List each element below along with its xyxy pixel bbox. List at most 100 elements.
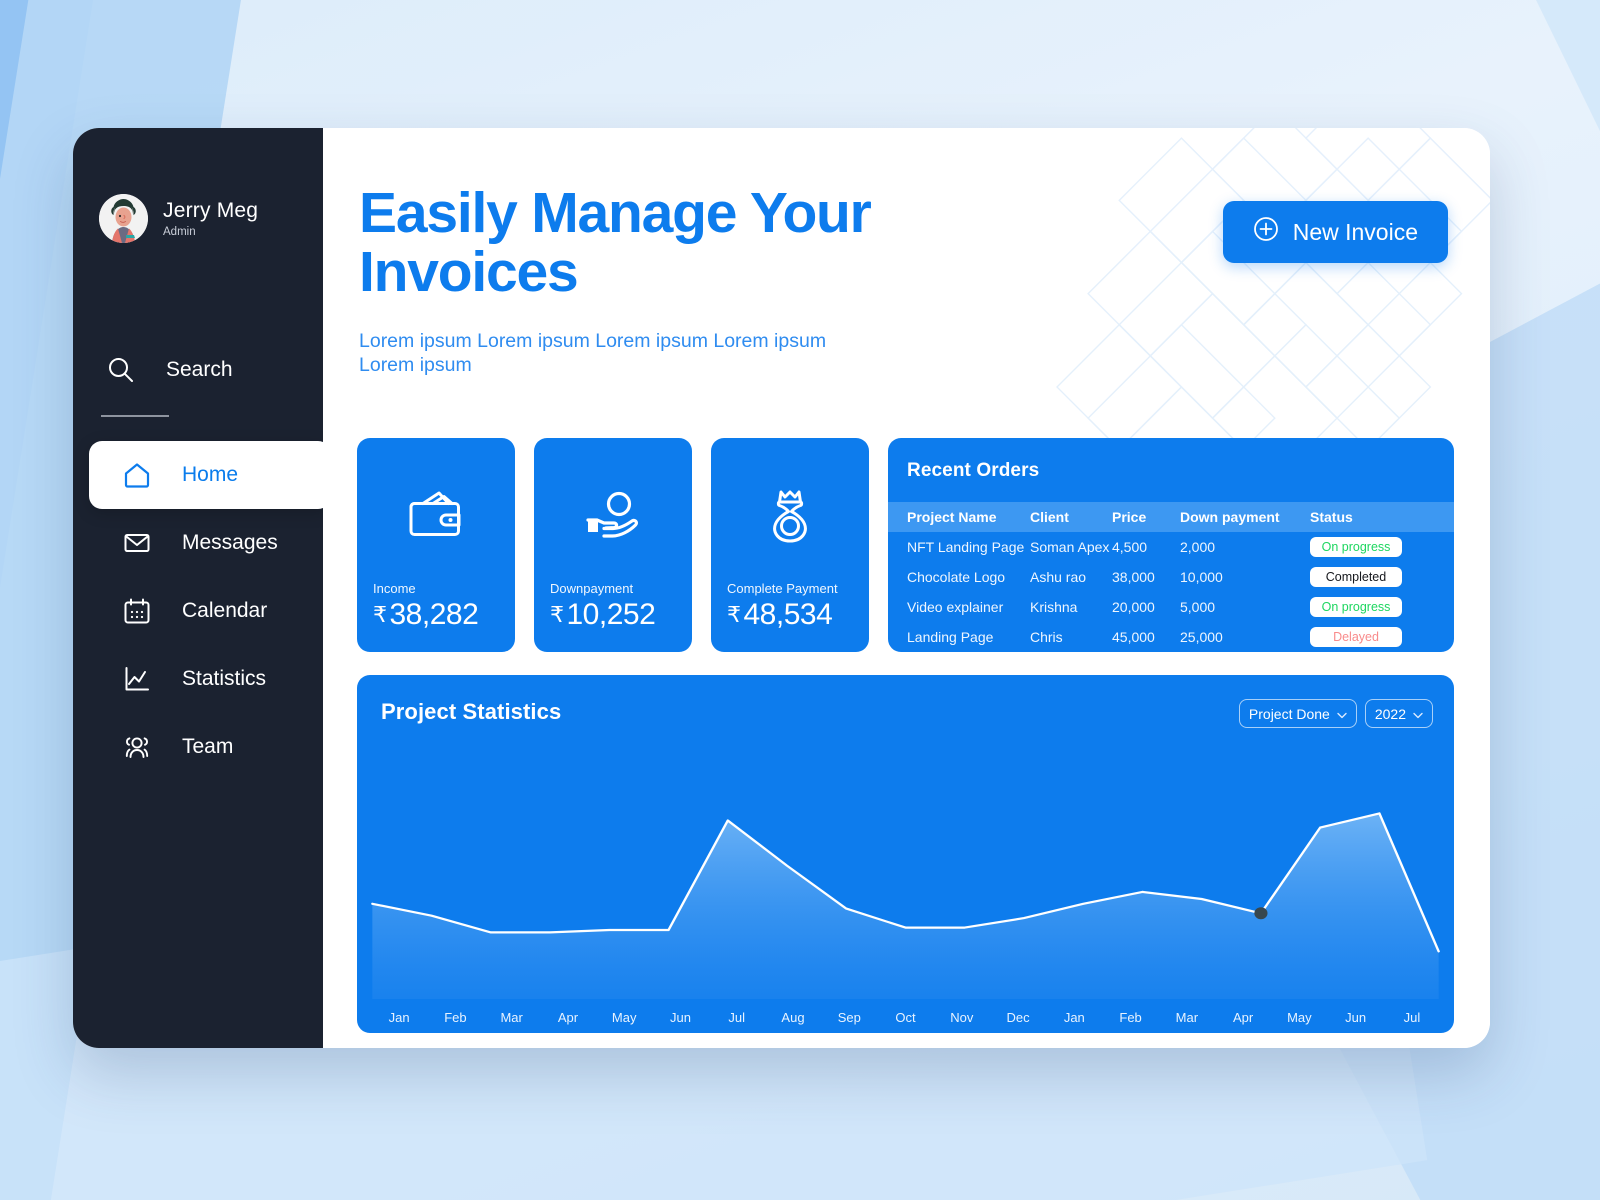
cell-down: 10,000 — [1180, 569, 1223, 586]
table-row[interactable]: Chocolate Logo Ashu rao 38,000 10,000 Co… — [888, 562, 1454, 592]
main-content: Easily Manage Your Invoices Lorem ipsum … — [323, 128, 1490, 1048]
cell-price: 4,500 — [1112, 539, 1148, 556]
page-title: Easily Manage Your Invoices — [359, 181, 872, 305]
cell-price: 38,000 — [1112, 569, 1155, 586]
cell-price: 45,000 — [1112, 629, 1155, 646]
currency-symbol: ₹ — [550, 602, 564, 628]
year-dropdown-value: 2022 — [1374, 705, 1406, 722]
chevron-down-icon — [1413, 706, 1423, 722]
sidebar-item-calendar[interactable]: Calendar — [89, 577, 323, 645]
status-badge: On progress — [1310, 537, 1402, 558]
x-axis-tick-label: Jan — [388, 1010, 410, 1026]
sidebar-item-home[interactable]: Home — [89, 441, 331, 509]
stat-card-complete-payment[interactable]: Complete Payment ₹48,534 — [711, 438, 869, 653]
table-row[interactable]: NFT Landing Page Soman Apex 4,500 2,000 … — [888, 532, 1454, 562]
x-axis-tick-label: Aug — [781, 1010, 805, 1026]
cell-price: 20,000 — [1112, 599, 1155, 616]
status-badge: On progress — [1310, 597, 1402, 618]
chart-highlight-marker[interactable] — [1254, 907, 1268, 920]
cell-down: 25,000 — [1180, 629, 1223, 646]
cell-project: Landing Page — [907, 629, 994, 646]
new-invoice-label: New Invoice — [1292, 218, 1418, 245]
column-header-client: Client — [1030, 509, 1069, 526]
calendar-icon — [117, 591, 157, 631]
stat-value: ₹38,282 — [357, 598, 515, 652]
sidebar-item-label: Statistics — [182, 667, 267, 690]
app-window: Jerry Meg Admin Search Home — [73, 128, 1490, 1048]
stat-value: ₹10,252 — [534, 598, 692, 652]
stat-label: Complete Payment — [727, 581, 838, 597]
profile-name: Jerry Meg — [163, 199, 259, 223]
cell-project: Chocolate Logo — [907, 569, 1006, 586]
table-row[interactable]: Landing Page Chris 45,000 25,000 Delayed — [888, 622, 1454, 652]
sidebar-item-label: Team — [182, 735, 234, 758]
table-header-row: Project Name Client Price Down payment S… — [888, 502, 1454, 533]
column-header-project-name: Project Name — [907, 509, 997, 526]
year-dropdown[interactable]: 2022 — [1364, 699, 1433, 729]
sidebar-item-search[interactable]: Search — [73, 347, 323, 393]
cell-client: Chris — [1030, 629, 1063, 646]
stat-amount: 48,534 — [743, 598, 833, 632]
x-axis-tick-label: Feb — [444, 1010, 467, 1026]
recent-orders-table: Project Name Client Price Down payment S… — [888, 502, 1454, 652]
x-axis-tick-label: Jun — [1345, 1010, 1367, 1026]
recent-orders-panel: Recent Orders Project Name Client Price … — [888, 438, 1454, 653]
table-row[interactable]: Video explainer Krishna 20,000 5,000 On … — [888, 592, 1454, 622]
currency-symbol: ₹ — [727, 602, 741, 628]
money-bag-icon — [711, 438, 869, 581]
profile-role: Admin — [163, 225, 196, 238]
cell-client: Krishna — [1030, 599, 1078, 616]
area-chart[interactable] — [357, 749, 1454, 1000]
column-header-price: Price — [1112, 509, 1147, 526]
sidebar-item-statistics[interactable]: Statistics — [89, 645, 323, 713]
sidebar-item-team[interactable]: Team — [89, 713, 323, 781]
chart-controls: Project Done 2022 — [1238, 699, 1433, 729]
cell-client: Ashu rao — [1030, 569, 1087, 586]
wallet-icon — [357, 438, 515, 581]
stat-amount: 10,252 — [566, 598, 656, 632]
chevron-down-icon — [1337, 706, 1347, 722]
column-header-down-payment: Down payment — [1180, 509, 1280, 526]
sidebar-item-messages[interactable]: Messages — [89, 509, 323, 577]
envelope-icon — [117, 523, 157, 563]
cell-down: 2,000 — [1180, 539, 1216, 556]
stat-amount: 38,282 — [389, 598, 479, 632]
avatar — [99, 194, 148, 243]
x-axis-tick-label: Nov — [950, 1010, 974, 1026]
sidebar-divider — [101, 415, 169, 417]
stat-label: Income — [373, 581, 416, 597]
sidebar-item-label: Home — [182, 463, 239, 486]
profile[interactable]: Jerry Meg Admin — [73, 194, 323, 243]
stat-value: ₹48,534 — [711, 598, 869, 652]
chart-title: Project Statistics — [381, 699, 562, 725]
x-axis-tick-label: Feb — [1119, 1010, 1142, 1026]
metric-dropdown[interactable]: Project Done — [1238, 699, 1357, 729]
currency-symbol: ₹ — [373, 602, 387, 628]
x-axis-tick-label: Apr — [1233, 1010, 1254, 1026]
hero: Easily Manage Your Invoices Lorem ipsum … — [323, 128, 1490, 378]
x-axis-tick-label: Mar — [1175, 1010, 1199, 1026]
stat-card-downpayment[interactable]: Downpayment ₹10,252 — [534, 438, 692, 653]
stat-card-income[interactable]: Income ₹38,282 — [357, 438, 515, 653]
hand-coin-icon — [534, 438, 692, 581]
x-axis-tick-label: Jul — [1403, 1010, 1421, 1026]
recent-orders-title: Recent Orders — [907, 460, 1040, 482]
x-axis-tick-label: May — [611, 1010, 637, 1026]
hero-subtitle: Lorem ipsum Lorem ipsum Lorem ipsum Lore… — [359, 329, 827, 377]
status-badge: Completed — [1310, 567, 1402, 588]
cell-down: 5,000 — [1180, 599, 1216, 616]
people-icon — [117, 727, 157, 767]
home-icon — [117, 455, 157, 495]
x-axis-tick-label: Oct — [895, 1010, 916, 1026]
sidebar-nav: Home Messages — [73, 441, 331, 781]
new-invoice-button[interactable]: New Invoice — [1222, 201, 1448, 263]
search-icon — [101, 350, 141, 390]
sidebar-item-label: Search — [166, 358, 233, 381]
chart-x-axis-labels: Jan Feb Mar Apr May Jun Jul Aug Sep Oct Nov Dec Jan F… — [357, 1010, 1454, 1025]
cell-project: Video explainer — [907, 599, 1004, 616]
summary-row: Income ₹38,282 Downpayment ₹10,252 — [323, 438, 1490, 653]
column-header-status: Status — [1310, 509, 1353, 526]
x-axis-tick-label: Mar — [500, 1010, 523, 1026]
x-axis-tick-label: Jul — [728, 1010, 746, 1026]
status-badge: Delayed — [1310, 627, 1402, 648]
